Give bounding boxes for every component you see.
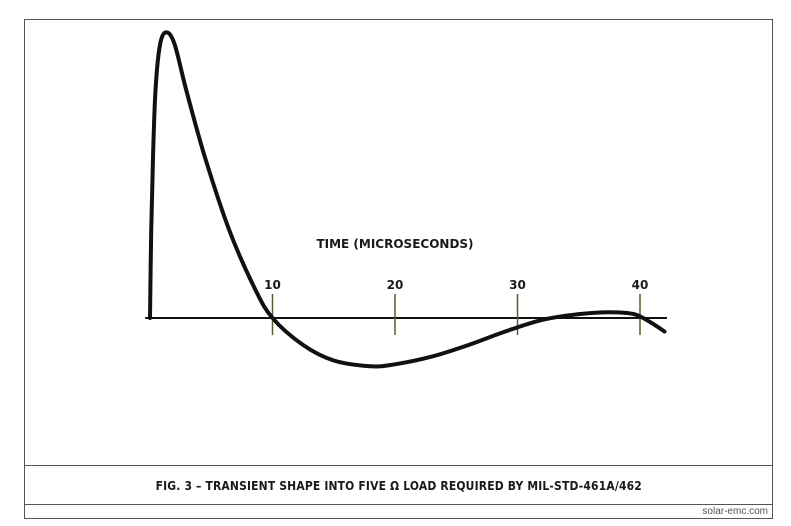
figure-frame: 10 20 30 40 TIME (MICROSECONDS) FIG. 3 – TR… bbox=[24, 19, 773, 519]
figure-caption: FIG. 3 – TRANSIENT SHAPE INTO FIVE Ω LOA… bbox=[155, 477, 642, 493]
tick-label-40: 40 bbox=[632, 278, 649, 292]
transient-waveform bbox=[148, 30, 667, 369]
transient-plot: 10 20 30 40 TIME (MICROSECONDS) bbox=[145, 30, 667, 369]
source-credit: solar-emc.com bbox=[702, 506, 768, 517]
caption-bar: FIG. 3 – TRANSIENT SHAPE INTO FIVE Ω LOA… bbox=[25, 465, 772, 505]
x-axis-title: TIME (MICROSECONDS) bbox=[316, 237, 473, 251]
tick-label-20: 20 bbox=[387, 278, 404, 292]
tick-label-30: 30 bbox=[509, 278, 526, 292]
tick-label-10: 10 bbox=[264, 278, 281, 292]
